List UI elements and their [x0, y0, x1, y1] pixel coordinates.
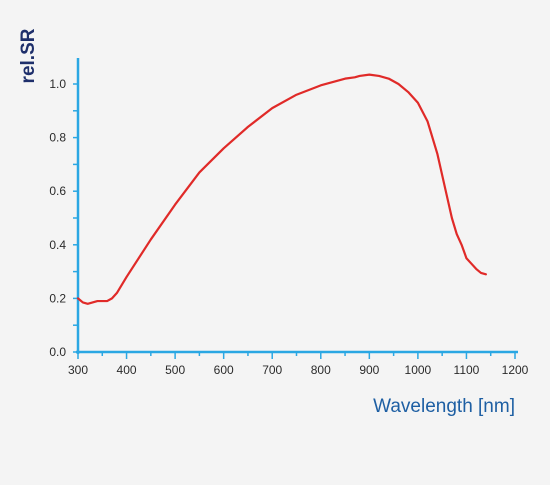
- y-axis-label: rel.SR: [18, 28, 39, 83]
- y-tick-label: 0.0: [49, 345, 66, 359]
- series-layer: [78, 75, 486, 304]
- x-axis-label: Wavelength [nm]: [373, 396, 515, 417]
- series-line: [78, 75, 486, 304]
- x-tick-label: 1000: [405, 363, 432, 377]
- x-tick-label: 900: [359, 363, 379, 377]
- x-tick-label: 500: [165, 363, 185, 377]
- x-tick-label: 800: [311, 363, 331, 377]
- y-tick-label: 0.2: [49, 291, 66, 305]
- x-tick-label: 600: [214, 363, 234, 377]
- y-tick-label: 0.6: [49, 184, 66, 198]
- x-axis: 300 400 500 600 700 800 900 1000 1100 1200: [68, 352, 529, 377]
- y-tick-label: 0.4: [49, 238, 66, 252]
- x-tick-label: 400: [117, 363, 137, 377]
- x-tick-label: 700: [262, 363, 282, 377]
- y-tick-label: 0.8: [49, 131, 66, 145]
- y-axis: 0.0 0.2 0.4 0.6 0.8 1.0: [49, 58, 78, 359]
- x-tick-label: 1100: [454, 363, 480, 377]
- x-tick-label: 1200: [502, 363, 529, 377]
- x-tick-label: 300: [68, 363, 88, 377]
- y-tick-label: 1.0: [49, 77, 66, 91]
